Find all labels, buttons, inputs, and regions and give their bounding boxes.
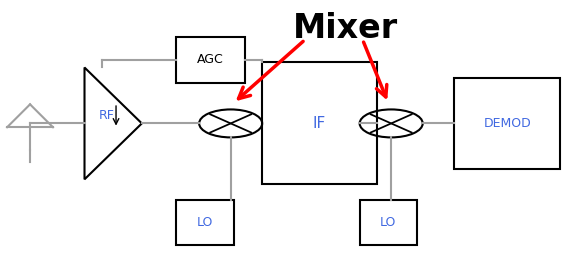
FancyBboxPatch shape — [454, 78, 560, 169]
FancyBboxPatch shape — [359, 200, 417, 245]
FancyBboxPatch shape — [262, 62, 377, 185]
FancyBboxPatch shape — [176, 200, 233, 245]
Text: DEMOD: DEMOD — [483, 117, 531, 130]
Text: LO: LO — [380, 216, 396, 229]
Text: AGC: AGC — [197, 53, 224, 66]
Text: RF: RF — [98, 109, 114, 122]
Text: IF: IF — [313, 116, 326, 131]
Text: LO: LO — [196, 216, 213, 229]
FancyBboxPatch shape — [176, 37, 245, 83]
Text: Mixer: Mixer — [293, 12, 398, 44]
